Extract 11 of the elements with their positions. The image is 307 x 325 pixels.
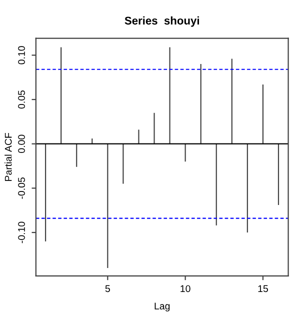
x-tick-label: 5 bbox=[105, 285, 110, 292]
y-tick-label: -0.05 bbox=[18, 177, 25, 199]
y-tick-label: 0.00 bbox=[18, 134, 25, 153]
x-tick-label: 10 bbox=[180, 285, 190, 292]
chart-title: Series shouyi bbox=[124, 16, 199, 27]
y-tick-label: 0.10 bbox=[18, 46, 25, 64]
y-tick-label: 0.05 bbox=[18, 90, 25, 109]
x-tick-label: 15 bbox=[258, 285, 268, 292]
y-tick-label: -0.10 bbox=[18, 222, 25, 244]
x-axis-title: Lag bbox=[154, 302, 170, 312]
y-axis-title: Partial ACF bbox=[4, 132, 12, 181]
